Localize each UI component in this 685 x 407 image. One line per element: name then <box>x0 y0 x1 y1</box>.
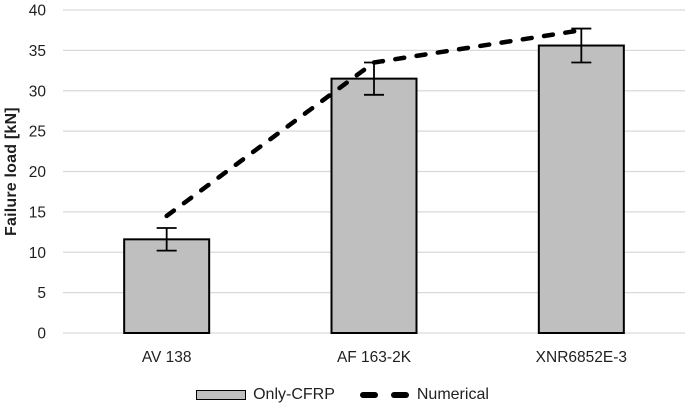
x-category-label: AV 138 <box>142 349 192 366</box>
bar <box>330 77 418 334</box>
y-tick-label: 40 <box>29 3 47 20</box>
y-tick-label: 15 <box>29 204 46 221</box>
legend-bar-swatch <box>196 390 247 400</box>
legend-label-only-cfrp: Only-CFRP <box>253 386 335 403</box>
legend: Only-CFRP Numerical <box>0 384 685 406</box>
y-tick-label: 20 <box>29 164 47 181</box>
y-tick-label: 0 <box>37 326 46 343</box>
y-tick-label: 10 <box>29 245 47 262</box>
legend-label-numerical: Numerical <box>416 386 489 403</box>
y-tick-label: 30 <box>29 83 47 100</box>
y-axis-title: Failure load [kN] <box>3 107 20 236</box>
x-category-label: XNR6852E-3 <box>536 349 627 366</box>
bar <box>123 238 211 334</box>
y-tick-label: 5 <box>37 285 46 302</box>
numerical-line <box>164 27 584 219</box>
legend-dashed-line-swatch <box>359 392 409 398</box>
y-tick-label: 35 <box>29 43 46 60</box>
y-tick-label: 25 <box>29 124 46 141</box>
x-category-label: AF 163-2K <box>337 349 412 366</box>
bar <box>537 44 625 334</box>
